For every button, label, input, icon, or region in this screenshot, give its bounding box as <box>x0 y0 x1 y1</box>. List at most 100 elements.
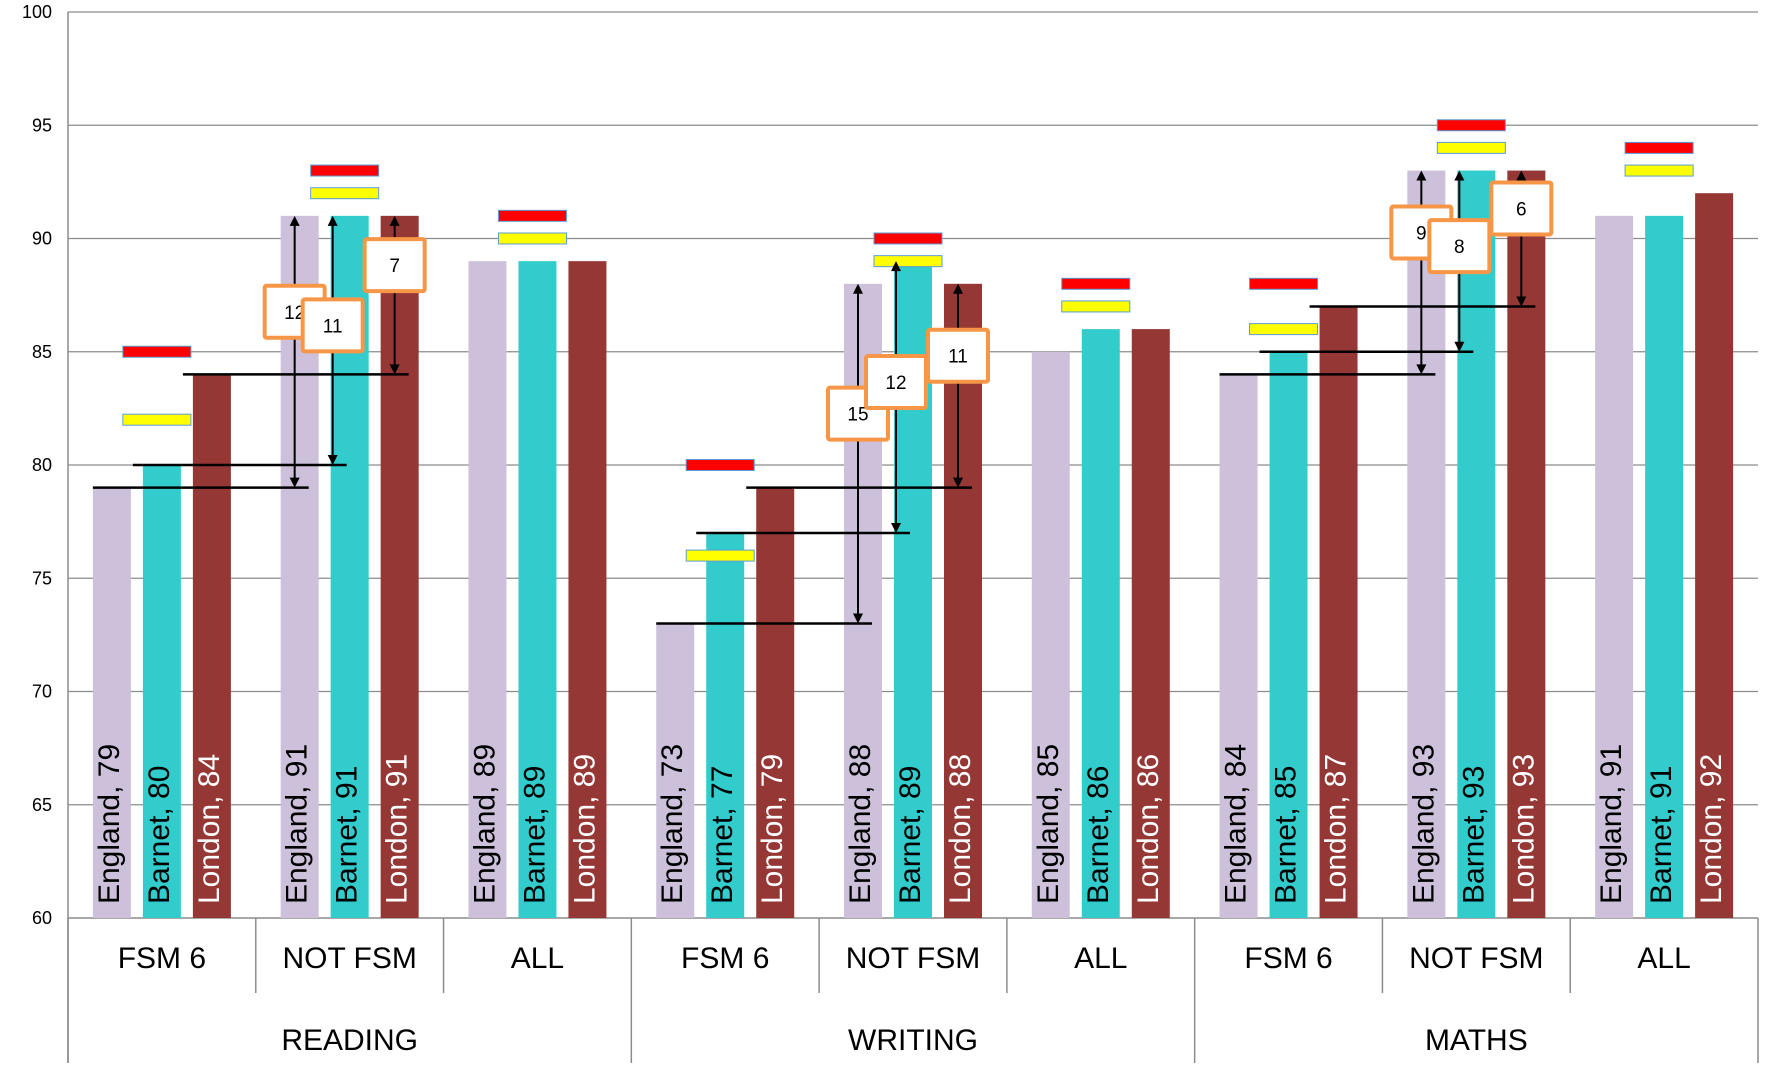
bar <box>1031 351 1070 918</box>
y-tick-label: 100 <box>22 2 52 22</box>
bar-label: London, 93 <box>1507 754 1540 904</box>
bar <box>1269 351 1308 918</box>
gap-arrowhead-top <box>327 215 338 226</box>
gap-arrowhead-top <box>853 283 863 294</box>
bar <box>568 261 607 918</box>
y-tick-label: 95 <box>32 115 52 135</box>
gap-callout-label: 15 <box>847 405 868 426</box>
bar-label: Barnet, 80 <box>143 766 176 904</box>
gap-callout-box <box>1489 180 1554 237</box>
yellow-marker <box>1624 164 1694 177</box>
group-label: READING <box>281 1024 418 1057</box>
yellow-marker <box>1061 300 1131 313</box>
bar-label: England, 85 <box>1032 744 1065 904</box>
red-marker <box>122 345 192 358</box>
bar <box>518 261 557 918</box>
bar-label: England, 91 <box>1595 744 1628 904</box>
gap-callout-label: 6 <box>1516 200 1527 221</box>
bar <box>1695 193 1734 918</box>
gap-arrowhead-bottom <box>1516 296 1527 307</box>
gap-callout-label: 12 <box>284 303 305 324</box>
yellow-marker <box>873 255 943 268</box>
subgroup-label: ALL <box>1074 942 1127 975</box>
gap-callout-box <box>300 297 365 354</box>
bar <box>1131 329 1170 919</box>
gap-callout-label: 11 <box>323 316 343 337</box>
gap-arrowhead-top <box>1516 170 1527 181</box>
gap-callout-box <box>1427 218 1492 275</box>
bar <box>380 215 419 919</box>
bar <box>468 261 507 918</box>
gap-arrowhead-bottom <box>289 477 300 488</box>
subgroup-label: NOT FSM <box>846 942 980 975</box>
subgroup-label: FSM 6 <box>118 942 206 975</box>
subgroup-label: ALL <box>1637 942 1690 975</box>
red-marker <box>310 164 380 177</box>
subgroup-label: NOT FSM <box>1409 942 1543 975</box>
bar <box>1319 306 1358 918</box>
gap-arrowhead-top <box>389 215 400 226</box>
subgroup-label: NOT FSM <box>282 942 416 975</box>
gap-callout-box <box>864 354 928 411</box>
bar <box>1595 215 1634 919</box>
red-marker <box>1249 277 1319 290</box>
bar-label: Barnet, 86 <box>1082 766 1115 904</box>
y-tick-label: 75 <box>32 568 52 588</box>
subgroup-label: ALL <box>511 942 564 975</box>
gap-arrowhead-bottom <box>1416 364 1427 375</box>
gap-arrowhead-top <box>953 283 963 294</box>
bar-label: London, 89 <box>568 754 601 904</box>
red-marker <box>1436 119 1506 132</box>
bar <box>756 487 795 918</box>
bar <box>1645 215 1684 919</box>
bar-label: London, 91 <box>381 754 414 904</box>
bar-label: England, 73 <box>656 744 689 904</box>
gap-arrowhead-top <box>891 261 901 272</box>
gap-arrowhead-top <box>1454 170 1465 181</box>
gap-arrowhead-bottom <box>891 522 901 533</box>
gap-arrowhead-top <box>289 215 300 226</box>
bar-label: London, 79 <box>756 754 789 904</box>
gap-arrowhead-bottom <box>327 455 338 465</box>
bar-label: England, 91 <box>281 744 314 904</box>
bar <box>92 487 131 918</box>
bar-label: London, 87 <box>1320 754 1353 904</box>
bar-label: Barnet, 93 <box>1457 766 1490 904</box>
bar-label: England, 89 <box>468 744 501 904</box>
y-tick-label: 85 <box>32 342 52 362</box>
bar-label: England, 88 <box>844 744 877 904</box>
bar <box>1457 170 1496 919</box>
bar-label: Barnet, 85 <box>1270 766 1303 904</box>
bar-label: Barnet, 91 <box>1645 766 1678 904</box>
gap-arrowhead-top <box>1416 170 1427 181</box>
bar <box>706 532 745 918</box>
bar-label: England, 79 <box>93 744 126 904</box>
yellow-marker <box>685 549 755 562</box>
bar <box>944 283 982 918</box>
bar-label: London, 86 <box>1132 754 1165 904</box>
y-tick-label: 70 <box>32 682 52 702</box>
red-marker <box>685 459 755 471</box>
bar-label: Barnet, 77 <box>706 766 739 904</box>
gap-callout-label: 8 <box>1454 237 1465 258</box>
y-tick-label: 80 <box>32 455 52 475</box>
y-tick-label: 90 <box>32 229 52 249</box>
bar <box>1507 170 1546 919</box>
bar <box>1081 329 1120 919</box>
bar-label: Barnet, 91 <box>331 766 364 904</box>
yellow-marker <box>497 232 567 245</box>
bar-label: London, 84 <box>193 754 226 904</box>
yellow-marker <box>1436 141 1506 154</box>
gap-callout-label: 7 <box>389 256 400 277</box>
yellow-marker <box>1249 323 1319 336</box>
gap-callout-box <box>926 327 990 384</box>
subgroup-label: FSM 6 <box>1244 942 1332 975</box>
bar <box>142 465 181 918</box>
gap-arrowhead-bottom <box>389 364 400 375</box>
yellow-marker <box>122 413 192 426</box>
bar-label: England, 84 <box>1220 744 1253 904</box>
red-marker <box>873 232 943 245</box>
gap-callout-box <box>362 237 427 294</box>
red-marker <box>497 209 567 222</box>
